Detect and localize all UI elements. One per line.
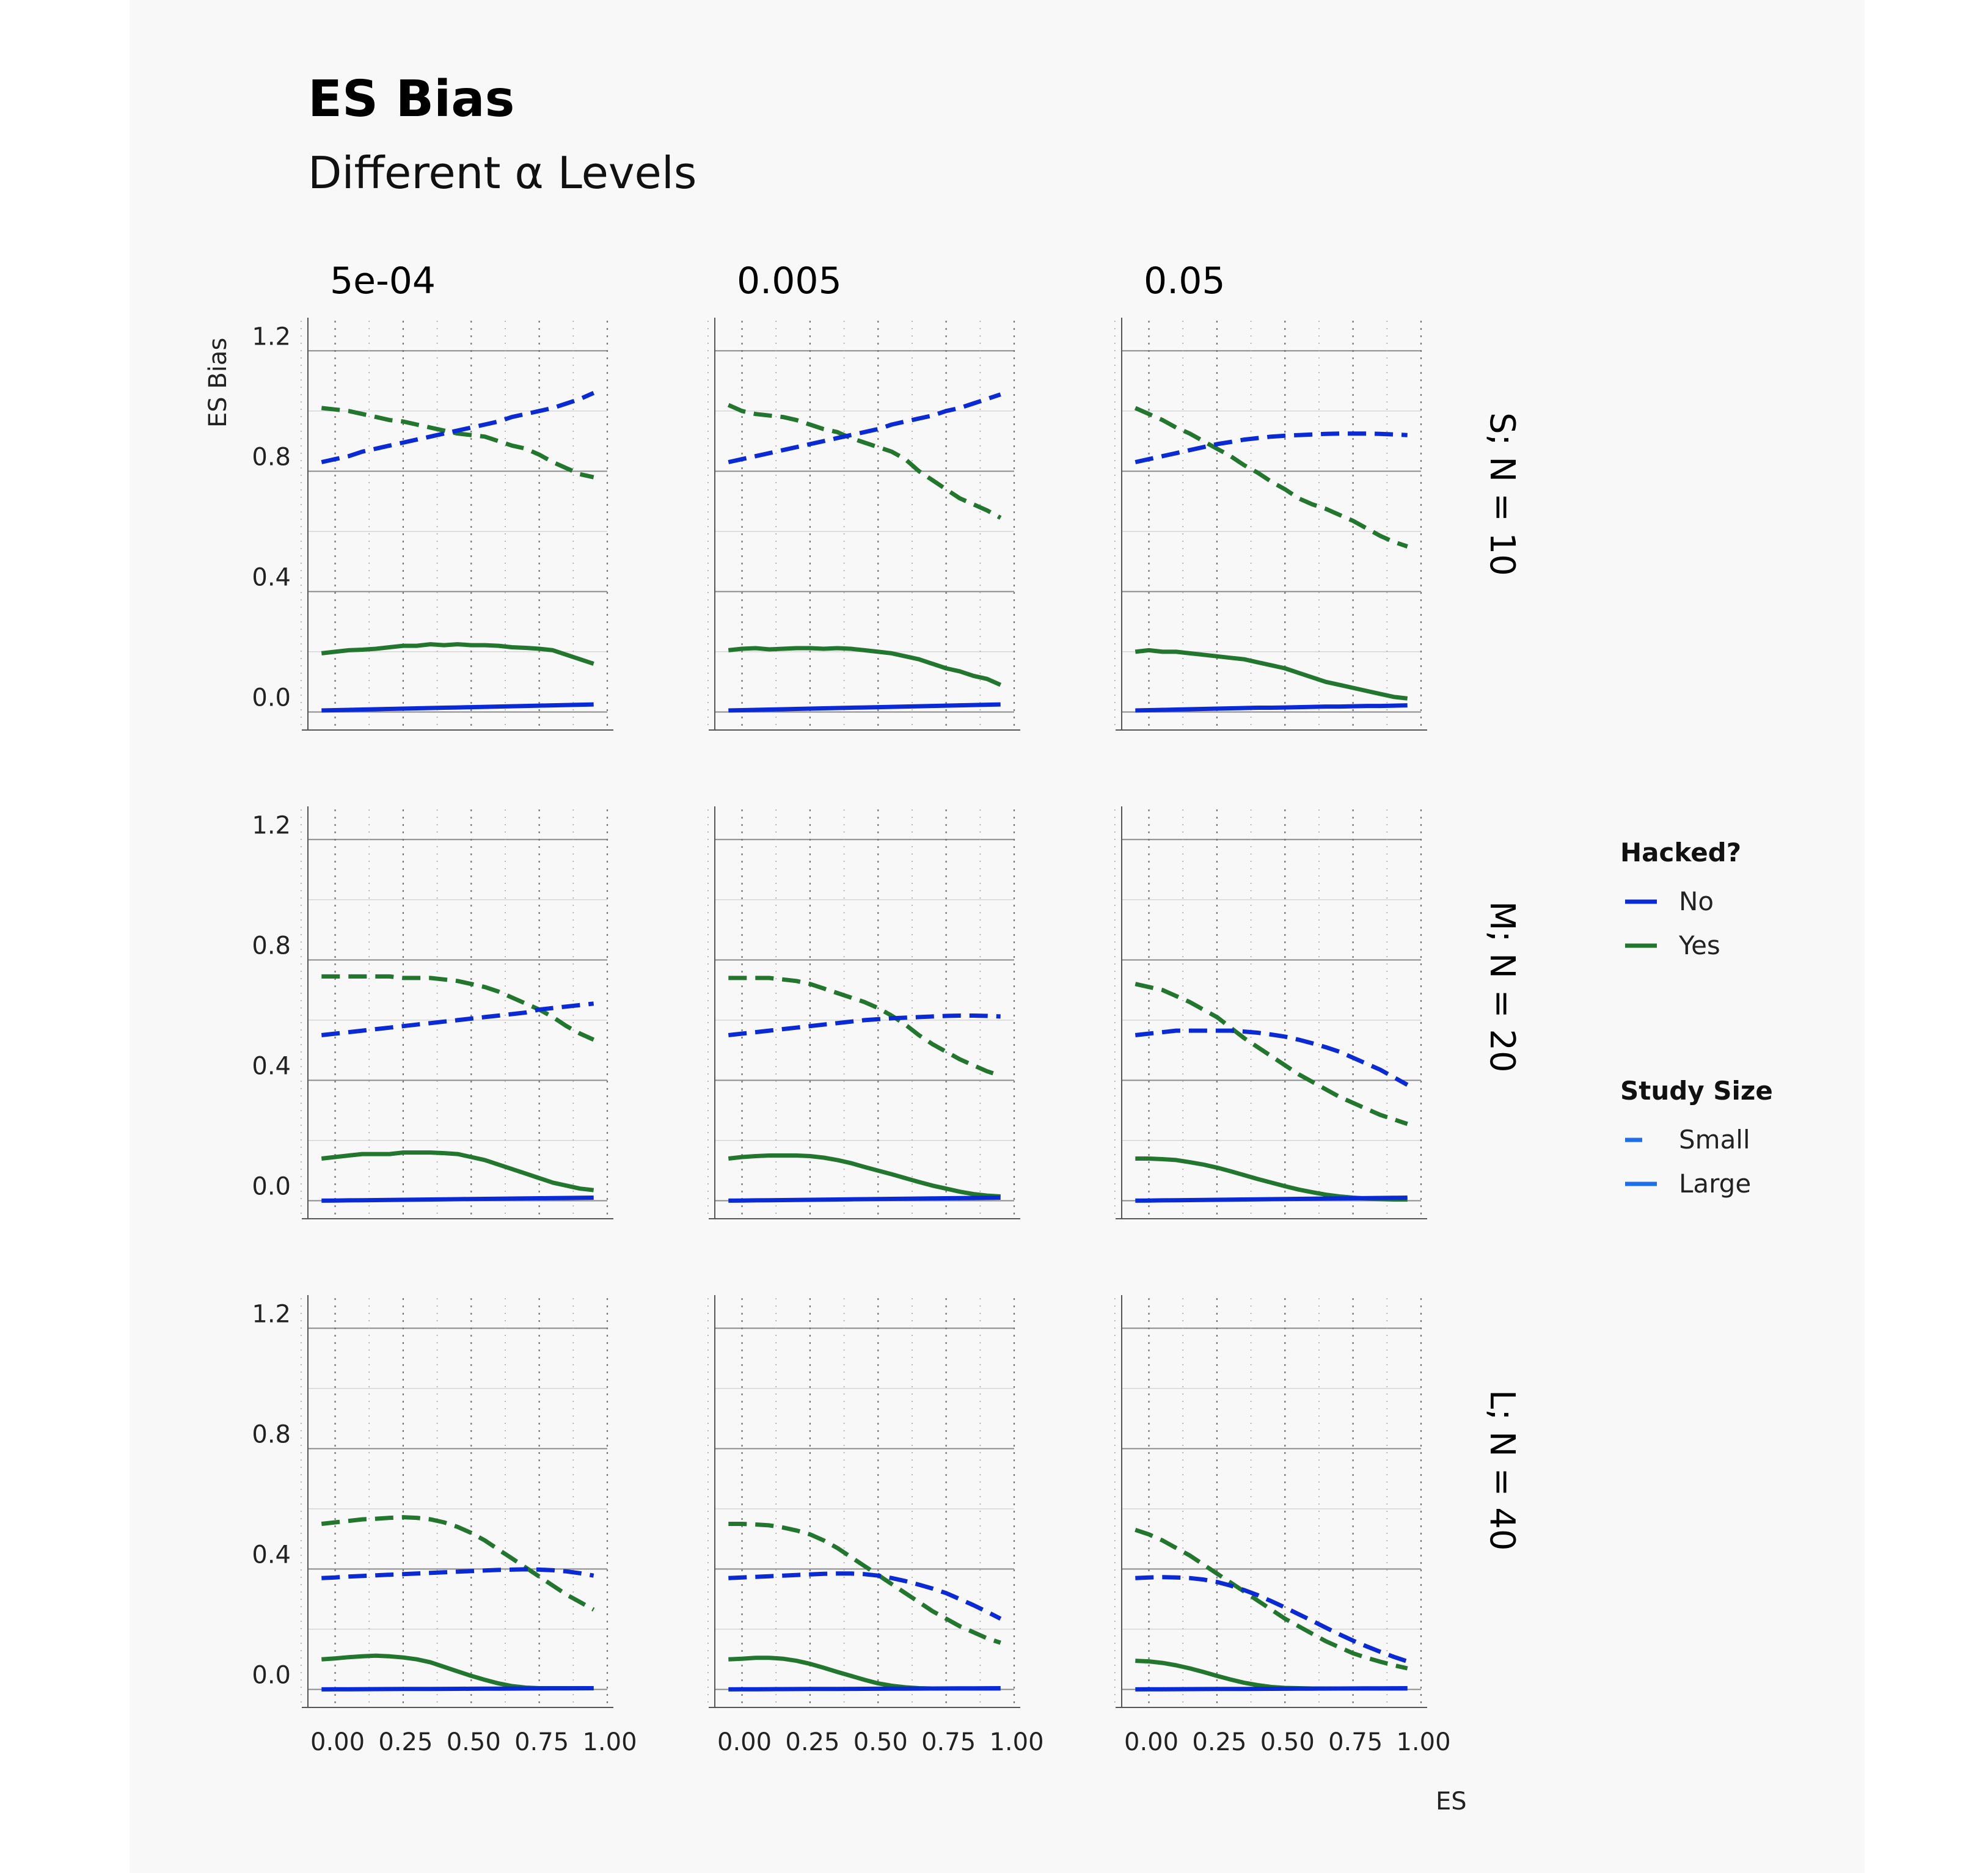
y-tick-label: 0.8	[252, 932, 291, 960]
legend-label-yes: Yes	[1678, 930, 1720, 960]
series-line-yes-small	[321, 974, 595, 1042]
x-tick-label: 0.75	[921, 1728, 976, 1756]
column-label-1: 0.005	[737, 260, 842, 302]
series-line-yes-small	[321, 1515, 595, 1612]
x-tick-label: 0.25	[1192, 1728, 1246, 1756]
series-line-yes-large	[321, 1653, 594, 1690]
x-tick-label: 0.00	[1124, 1728, 1179, 1756]
series-line-no-large	[321, 1686, 594, 1692]
row-label-1: M; N = 20	[1482, 901, 1522, 1073]
row-label-2: L; N = 40	[1482, 1390, 1522, 1551]
x-tick-label: 0.50	[853, 1728, 908, 1756]
series-line-yes-large	[1135, 1156, 1408, 1202]
y-tick-label: 0.0	[252, 1661, 291, 1689]
series-line-yes-small	[728, 976, 1001, 1078]
x-tick-label: 0.25	[785, 1728, 839, 1756]
series-line-no-small	[1135, 1575, 1408, 1663]
x-axis-title: ES	[1436, 1787, 1467, 1816]
y-tick-label: 1.2	[252, 811, 291, 839]
series-line-yes-small	[727, 403, 1002, 520]
x-tick-label: 0.00	[310, 1728, 365, 1756]
series-line-yes-small	[728, 1522, 1001, 1645]
series-line-yes-large	[321, 642, 594, 666]
series-line-no-large	[1135, 1686, 1408, 1692]
series-line-yes-large	[1135, 1659, 1408, 1691]
series-line-no-small	[321, 391, 595, 464]
legend-label-small: Small	[1679, 1125, 1750, 1155]
x-tick-label: 0.25	[378, 1728, 433, 1756]
series-line-no-small	[1135, 1028, 1409, 1087]
series-line-no-small	[728, 1013, 1001, 1037]
x-tick-label: 0.50	[1260, 1728, 1315, 1756]
series-line-yes-large	[1135, 648, 1408, 701]
series-line-no-small	[728, 392, 1001, 464]
y-tick-label: 1.2	[252, 1300, 291, 1328]
y-axis-title: ES Bias	[204, 338, 232, 428]
series-line-no-large	[321, 1196, 594, 1203]
legend-label-no: No	[1679, 886, 1714, 916]
series-line-no-small	[1135, 431, 1408, 464]
facet-panel-r0-c0: 0.0 0.4 0.8 1.2	[252, 318, 613, 731]
legend-title-1: Study Size	[1620, 1076, 1773, 1106]
x-tick-label: 0.00	[717, 1728, 772, 1756]
facet-panel-r1-c1	[707, 806, 1020, 1219]
y-tick-label: 0.0	[252, 1172, 291, 1200]
series-line-no-small	[321, 1567, 594, 1580]
legend: Hacked? No Yes Study Size Small Large	[1620, 838, 1773, 1199]
chart-subtitle: Different α Levels	[308, 147, 696, 199]
series-line-yes-small	[1134, 406, 1408, 549]
series-line-no-large	[321, 702, 594, 713]
series-line-yes-small	[1135, 982, 1408, 1126]
y-tick-label: 0.4	[252, 563, 291, 591]
legend-label-large: Large	[1679, 1169, 1751, 1199]
facet-panel-r1-c2	[1114, 806, 1427, 1219]
facet-panel-r2-c1: 0.00 0.25 0.50 0.75 1.00	[707, 1295, 1044, 1756]
facet-panel-r1-c0: 0.0 0.4 0.8 1.2	[252, 806, 613, 1219]
x-tick-label: 1.00	[989, 1728, 1043, 1756]
y-tick-label: 0.4	[252, 1052, 291, 1080]
facet-panel-r0-c2	[1114, 318, 1427, 731]
x-tick-label: 1.00	[582, 1728, 637, 1756]
chart-title: ES Bias	[308, 70, 514, 128]
series-line-yes-large	[728, 1153, 1001, 1199]
y-tick-label: 0.8	[252, 1420, 291, 1448]
series-line-no-large	[1135, 703, 1408, 713]
series-line-no-large	[728, 1196, 1001, 1203]
facet-panel-r2-c0: 0.0 0.4 0.8 1.2 0.00 0.25 0.50 0.75 1.00	[252, 1295, 637, 1756]
facet-panel-r2-c2: 0.00 0.25 0.50 0.75 1.00	[1114, 1295, 1451, 1756]
x-tick-label: 0.50	[447, 1728, 501, 1756]
facet-grid: 5e-04 0.005 0.05 S; N = 10 M; N = 20 L; N = 4…	[204, 260, 1522, 1816]
series-line-no-small	[321, 1001, 594, 1037]
series-line-no-large	[1135, 1196, 1408, 1203]
x-tick-label: 1.00	[1396, 1728, 1450, 1756]
legend-title-0: Hacked?	[1620, 838, 1741, 867]
y-tick-label: 1.2	[252, 323, 291, 351]
y-tick-label: 0.8	[252, 443, 291, 471]
series-line-yes-small	[321, 406, 594, 480]
series-line-yes-large	[728, 646, 1002, 687]
x-tick-label: 0.75	[514, 1728, 569, 1756]
chart-panel	[130, 0, 1865, 1873]
y-tick-label: 0.0	[252, 684, 291, 712]
series-line-yes-large	[728, 1656, 1001, 1691]
series-line-no-large	[728, 702, 1001, 713]
column-label-0: 5e-04	[330, 260, 436, 302]
series-line-yes-large	[321, 1150, 594, 1192]
row-label-0: S; N = 10	[1482, 412, 1522, 576]
series-line-no-small	[728, 1571, 1002, 1621]
facet-panel-r0-c1	[707, 318, 1020, 731]
series-line-no-large	[728, 1686, 1001, 1692]
x-tick-label: 0.75	[1328, 1728, 1383, 1756]
column-label-2: 0.05	[1144, 260, 1226, 302]
y-tick-label: 0.4	[252, 1541, 291, 1569]
